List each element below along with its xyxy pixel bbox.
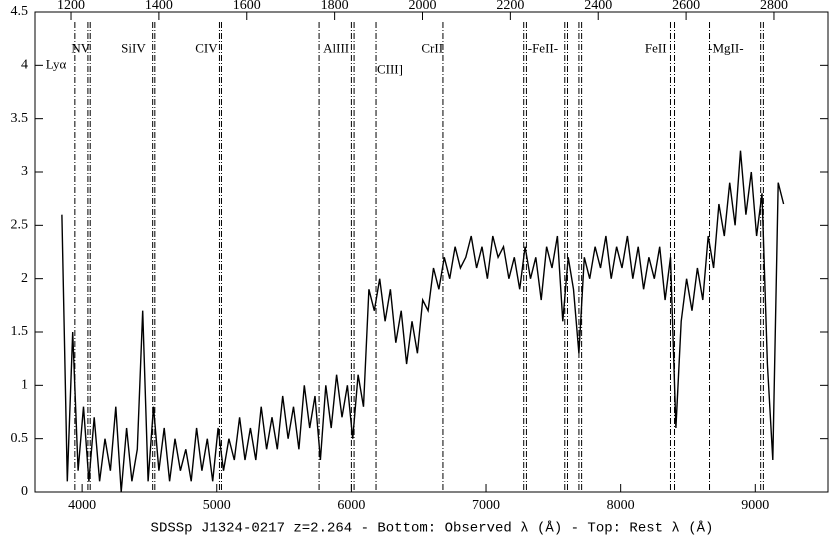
y-tick-label: 2.5	[11, 218, 29, 233]
line-label: AlIII	[323, 40, 349, 55]
line-label: SiIV	[121, 40, 146, 55]
line-label: FeII	[645, 40, 667, 55]
x2-tick-label: 2400	[584, 0, 612, 13]
line-label: -FeII-	[528, 40, 558, 55]
x2-tick-label: 2600	[672, 0, 700, 13]
x2-tick-label: 1200	[57, 0, 85, 13]
x-tick-label: 4000	[68, 498, 96, 513]
plot-frame	[34, 11, 829, 493]
y-tick-label: 3	[21, 164, 28, 179]
line-label: -MgII-	[708, 40, 743, 55]
line-label: CIV	[195, 40, 218, 55]
line-label: NV	[71, 40, 90, 55]
y-tick-label: 3.5	[11, 111, 29, 126]
y-tick-label: 1.5	[11, 324, 29, 339]
y-tick-label: 0	[21, 484, 28, 499]
y-tick-label: 0.5	[11, 431, 29, 446]
y-tick-label: 4.5	[11, 4, 29, 19]
line-label: Lyα	[46, 56, 67, 71]
x2-tick-label: 1400	[145, 0, 173, 13]
x-tick-label: 8000	[607, 498, 635, 513]
x-axis-title: SDSSp J1324-0217 z=2.264 - Bottom: Obser…	[151, 520, 714, 537]
x2-tick-label: 1800	[321, 0, 349, 13]
x-tick-label: 7000	[472, 498, 500, 513]
x2-tick-label: 1600	[233, 0, 261, 13]
line-label: CIII]	[377, 62, 403, 77]
x2-tick-label: 2200	[496, 0, 524, 13]
y-tick-label: 4	[21, 58, 28, 73]
x2-tick-label: 2800	[760, 0, 788, 13]
line-label: CrII	[421, 40, 443, 55]
x-tick-label: 5000	[203, 498, 231, 513]
y-tick-label: 1	[21, 378, 28, 393]
spectrum-line	[61, 150, 785, 493]
x-tick-label: 6000	[337, 498, 365, 513]
x-tick-label: 9000	[741, 498, 769, 513]
x2-tick-label: 2000	[408, 0, 436, 13]
y-tick-label: 2	[21, 271, 28, 286]
